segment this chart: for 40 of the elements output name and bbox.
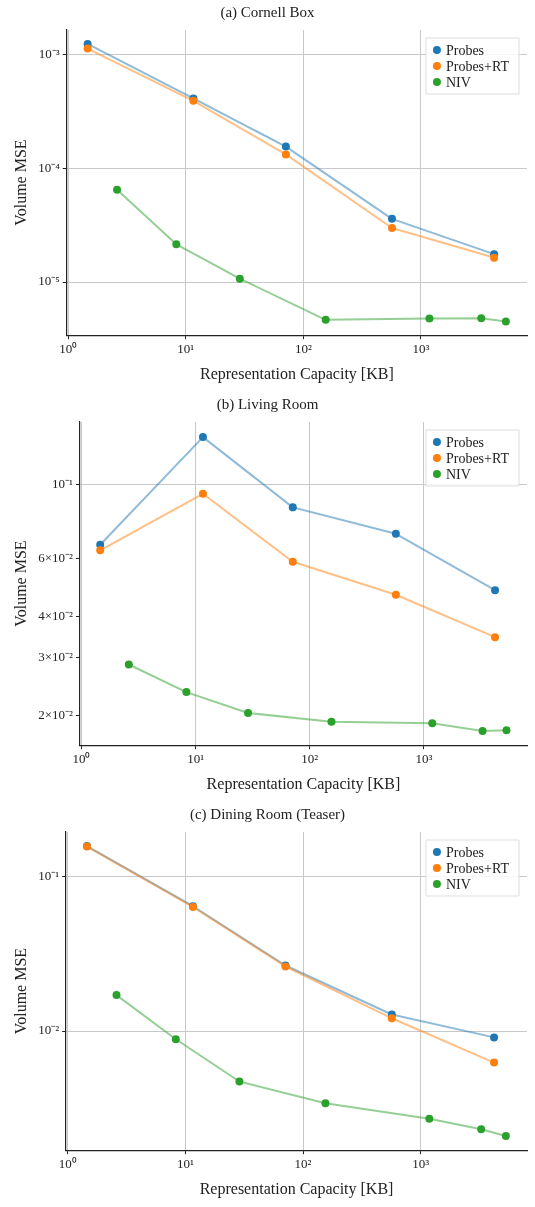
x-tick-label: 10¹	[187, 751, 205, 767]
legend-label: Probes+RT	[445, 860, 510, 876]
x-tick-label: 10⁰	[58, 1156, 77, 1172]
y-tick-label: 10⁻²	[38, 1022, 60, 1038]
x-tick-label: 10¹	[176, 1156, 194, 1172]
legend-label: Probes+RT	[445, 58, 510, 74]
legend-label: Probes	[445, 434, 485, 450]
x-axis-title: Representation Capacity [KB]	[206, 774, 401, 793]
x-tick-label: 10⁰	[72, 751, 91, 767]
y-tick-label: 10⁻³	[38, 46, 60, 62]
y-tick-label: 6×10⁻²	[38, 549, 74, 565]
legend-label: NIV	[445, 876, 471, 892]
x-tick-label: 10²	[301, 751, 319, 767]
y-tick-label: 10⁻¹	[52, 476, 74, 492]
x-tick-label: 10²	[294, 341, 312, 357]
y-tick-label: 10⁻¹	[38, 868, 60, 884]
y-tick-label: 4×10⁻²	[38, 607, 74, 623]
x-tick-label: 10³	[412, 1156, 430, 1172]
legend-label: Probes	[445, 844, 485, 860]
y-tick-label: 10⁻⁵	[38, 273, 60, 289]
x-tick-label: 10⁰	[59, 341, 78, 357]
legend-label: Probes+RT	[445, 450, 510, 466]
legend-label: Probes	[445, 42, 485, 58]
y-tick-label: 2×10⁻²	[38, 707, 74, 723]
x-tick-label: 10³	[415, 751, 433, 767]
y-tick-label: 3×10⁻²	[38, 649, 74, 665]
chart-title: (b) Living Room	[216, 395, 319, 413]
chart-title: (c) Dining Room (Teaser)	[189, 805, 346, 823]
chart-title: (a) Cornell Box	[220, 3, 316, 21]
legend-label: NIV	[445, 466, 471, 482]
y-axis-title: Volume MSE	[11, 947, 29, 1035]
x-tick-label: 10¹	[177, 341, 195, 357]
y-tick-label: 10⁻⁴	[38, 159, 61, 175]
x-axis-title: Representation Capacity [KB]	[200, 364, 394, 383]
x-tick-label: 10²	[294, 1156, 312, 1172]
y-axis-title: Volume MSE	[11, 139, 29, 226]
legend-label: NIV	[445, 74, 471, 90]
x-tick-label: 10³	[412, 341, 430, 357]
x-axis-title: Representation Capacity [KB]	[199, 1179, 394, 1198]
y-axis-title: Volume MSE	[11, 540, 29, 627]
